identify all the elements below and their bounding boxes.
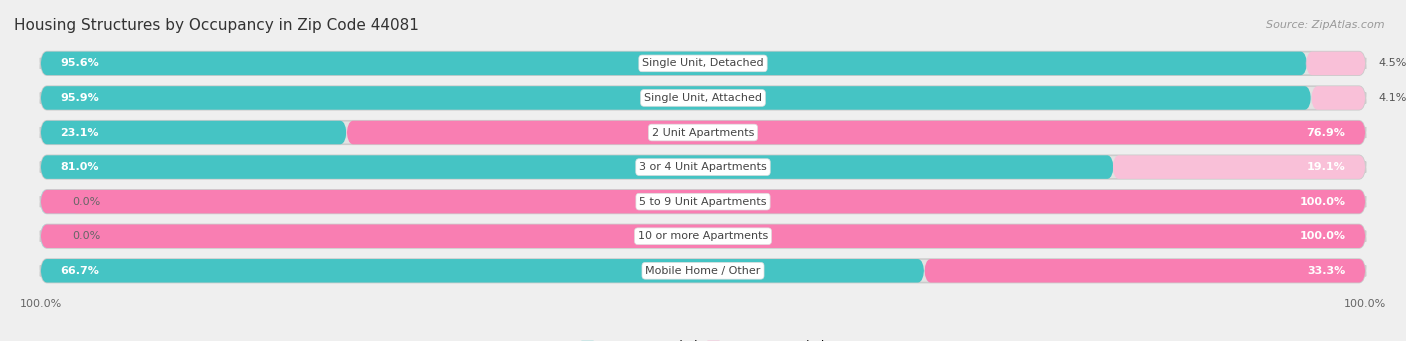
Text: Single Unit, Attached: Single Unit, Attached xyxy=(644,93,762,103)
Text: Housing Structures by Occupancy in Zip Code 44081: Housing Structures by Occupancy in Zip C… xyxy=(14,18,419,33)
FancyBboxPatch shape xyxy=(41,224,1365,248)
Text: Single Unit, Detached: Single Unit, Detached xyxy=(643,58,763,69)
Text: 4.5%: 4.5% xyxy=(1379,58,1406,69)
Text: 19.1%: 19.1% xyxy=(1306,162,1346,172)
FancyBboxPatch shape xyxy=(41,51,1308,75)
Text: Source: ZipAtlas.com: Source: ZipAtlas.com xyxy=(1267,20,1385,30)
FancyBboxPatch shape xyxy=(41,155,1365,179)
FancyBboxPatch shape xyxy=(41,224,1365,248)
FancyBboxPatch shape xyxy=(41,259,924,283)
Text: 23.1%: 23.1% xyxy=(60,128,98,137)
FancyBboxPatch shape xyxy=(41,121,347,144)
Text: 100.0%: 100.0% xyxy=(1299,197,1346,207)
Text: 95.6%: 95.6% xyxy=(60,58,100,69)
Text: 33.3%: 33.3% xyxy=(1308,266,1346,276)
FancyBboxPatch shape xyxy=(41,259,1365,283)
Text: 2 Unit Apartments: 2 Unit Apartments xyxy=(652,128,754,137)
Text: 0.0%: 0.0% xyxy=(72,197,100,207)
FancyBboxPatch shape xyxy=(347,121,1365,144)
FancyBboxPatch shape xyxy=(41,86,1365,110)
FancyBboxPatch shape xyxy=(41,224,80,248)
FancyBboxPatch shape xyxy=(41,190,1365,213)
Text: 100.0%: 100.0% xyxy=(1299,231,1346,241)
FancyBboxPatch shape xyxy=(41,190,80,213)
FancyBboxPatch shape xyxy=(1312,86,1365,110)
FancyBboxPatch shape xyxy=(1112,155,1365,179)
Text: 5 to 9 Unit Apartments: 5 to 9 Unit Apartments xyxy=(640,197,766,207)
Text: Mobile Home / Other: Mobile Home / Other xyxy=(645,266,761,276)
Text: 4.1%: 4.1% xyxy=(1379,93,1406,103)
Legend: Owner-occupied, Renter-occupied: Owner-occupied, Renter-occupied xyxy=(576,336,830,341)
Text: 66.7%: 66.7% xyxy=(60,266,100,276)
FancyBboxPatch shape xyxy=(41,51,1365,75)
FancyBboxPatch shape xyxy=(1306,51,1365,75)
FancyBboxPatch shape xyxy=(41,86,1312,110)
Text: 81.0%: 81.0% xyxy=(60,162,98,172)
FancyBboxPatch shape xyxy=(41,155,1114,179)
Text: 0.0%: 0.0% xyxy=(72,231,100,241)
Text: 3 or 4 Unit Apartments: 3 or 4 Unit Apartments xyxy=(640,162,766,172)
FancyBboxPatch shape xyxy=(924,259,1365,283)
FancyBboxPatch shape xyxy=(41,190,1365,213)
Text: 95.9%: 95.9% xyxy=(60,93,100,103)
Text: 10 or more Apartments: 10 or more Apartments xyxy=(638,231,768,241)
Text: 76.9%: 76.9% xyxy=(1306,128,1346,137)
FancyBboxPatch shape xyxy=(41,121,1365,144)
